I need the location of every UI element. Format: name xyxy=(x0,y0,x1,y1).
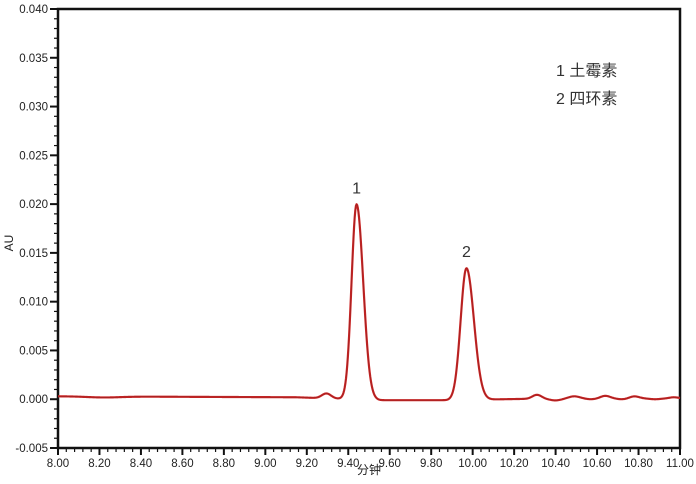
y-tick-label: 0.025 xyxy=(19,150,48,162)
legend-entry-1: 1 土霉素 xyxy=(556,62,617,80)
x-tick-label: 8.20 xyxy=(88,458,110,470)
x-axis-title: 分钟 xyxy=(357,462,381,477)
x-tick-label: 9.60 xyxy=(379,458,401,470)
x-tick-label: 9.20 xyxy=(296,458,318,470)
x-tick-label: 8.60 xyxy=(171,458,193,470)
legend-entry-2: 2 四环素 xyxy=(556,90,617,108)
y-tick-label: 0.015 xyxy=(19,248,48,260)
x-tick-label: 11.00 xyxy=(666,458,694,470)
y-tick-label: 0.020 xyxy=(19,199,48,211)
x-tick-label: 10.00 xyxy=(458,458,487,470)
x-tick-label: 9.00 xyxy=(254,458,276,470)
x-tick-label: 10.60 xyxy=(583,458,612,470)
x-tick-label: 8.00 xyxy=(47,458,69,470)
x-tick-label: 10.40 xyxy=(541,458,570,470)
trace xyxy=(57,203,681,402)
peak-label-1: 1 xyxy=(352,180,361,197)
peak-annotations: 12 xyxy=(352,180,471,261)
y-tick-label: 0.035 xyxy=(19,53,48,65)
y-tick-label: 0.030 xyxy=(19,102,48,114)
y-tick-label: -0.005 xyxy=(15,443,48,455)
legend: 1 土霉素 2 四环素 xyxy=(556,62,617,108)
x-tick-label: 9.40 xyxy=(337,458,359,470)
y-tick-label: 0.010 xyxy=(19,297,48,309)
y-axis-labels: 0.040 0.035 0.030 0.025 0.020 0.015 0.010 0.005… xyxy=(15,4,48,455)
x-tick-label: 8.80 xyxy=(213,458,235,470)
plot-frame xyxy=(56,7,682,450)
x-tick-label: 8.40 xyxy=(130,458,152,470)
y-tick-label: 0.000 xyxy=(19,394,48,406)
y-tick-label: 0.005 xyxy=(19,345,48,357)
x-axis-labels: 8.00 8.20 8.40 8.60 8.80 9.00 9.20 9.40 9.60 9.80… xyxy=(47,458,694,470)
y-tick-label: 0.040 xyxy=(19,4,48,16)
y-axis-title: AU xyxy=(2,235,16,252)
peak-label-2: 2 xyxy=(462,244,471,261)
x-tick-label: 10.20 xyxy=(500,458,529,470)
chromatogram-trace-core xyxy=(58,203,681,401)
x-tick-label: 9.80 xyxy=(420,458,442,470)
x-tick-label: 10.80 xyxy=(624,458,653,470)
